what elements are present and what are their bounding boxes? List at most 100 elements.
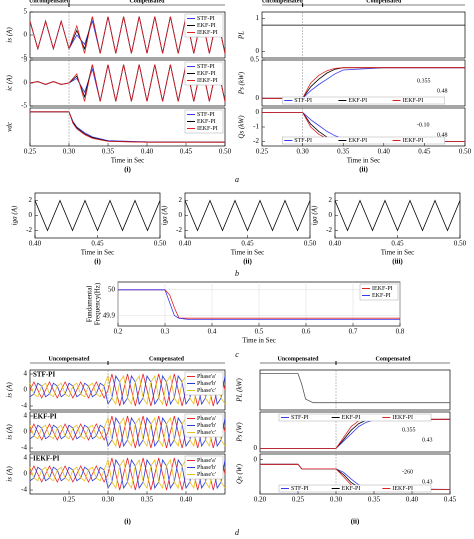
y-axis-label: ic (A) — [6, 74, 14, 90]
y-tick-label: -4 — [21, 402, 27, 410]
y-tick-label: 0 — [179, 211, 183, 219]
y-tick-label: 2 — [29, 196, 33, 204]
panel-label: (iii) — [392, 258, 403, 266]
x-axis-label: Time in Sec — [231, 249, 265, 257]
panel-label: (i) — [124, 166, 131, 174]
y-axis-label: PL (kW) — [236, 378, 244, 403]
series-line — [29, 16, 226, 54]
legend-label: IEKF-PI — [197, 126, 218, 132]
x-tick-label: 0.25 — [256, 148, 269, 156]
y-axis-label: Ps (kW) — [238, 71, 246, 95]
panel-label: (i) — [124, 518, 131, 526]
y-tick-label: 0 — [256, 108, 260, 116]
annotation: 0.48 — [437, 132, 448, 138]
x-tick-label: 0.40 — [378, 148, 391, 156]
plot-title: IEKF-PI — [33, 455, 60, 463]
x-tick-label: 0.50 — [454, 240, 467, 248]
legend-box — [282, 136, 445, 145]
y-tick-label: 5 — [24, 56, 28, 64]
legend-label: Phase'c' — [197, 388, 216, 394]
y-tick-label: 1 — [256, 14, 260, 22]
legend-label: IEKF-PI — [197, 30, 218, 36]
annotation: -260 — [402, 469, 413, 475]
legend-label: STF-PI — [197, 16, 215, 22]
legend-label: Phase'b' — [197, 465, 216, 471]
y-tick-label: 0 — [254, 444, 258, 452]
legend-box — [278, 484, 432, 493]
x-tick-label: 0.6 — [302, 328, 311, 336]
series-line — [29, 374, 226, 406]
x-tick-label: 0.50 — [459, 148, 472, 156]
y-tick-label: 0 — [329, 211, 333, 219]
x-tick-label: 0.50 — [304, 240, 317, 248]
legend-box — [184, 109, 224, 134]
x-tick-label: 0.45 — [418, 148, 431, 156]
legend-box — [184, 61, 224, 86]
legend-label: IEKF-PI — [372, 286, 393, 292]
y-tick-label: 0 — [29, 211, 33, 219]
x-axis-label: Time in Sec — [81, 249, 115, 257]
y-tick-label: 0 — [24, 31, 28, 39]
legend-label: IEKF-PI — [392, 415, 413, 421]
legend-label: STF-PI — [294, 138, 312, 144]
x-tick-label: 0.25 — [63, 496, 76, 504]
legend-label: EKF-PI — [197, 23, 216, 29]
y-axis-label: vdc — [6, 121, 14, 132]
phase-label: Uncompensated — [277, 356, 319, 362]
series-line — [30, 111, 225, 143]
x-tick-label: 0.30 — [102, 496, 115, 504]
series-line — [29, 458, 226, 490]
y-axis-label: Qs (W) — [236, 463, 244, 484]
legend-label: EKF-PI — [342, 415, 361, 421]
y-axis-label: is (A) — [6, 382, 14, 398]
y-tick-label: 0 — [256, 94, 260, 102]
plot-frame — [261, 59, 466, 107]
legend-label: EKF-PI — [348, 98, 367, 104]
legend-label: Phase'b' — [197, 381, 216, 387]
plot-frame — [259, 453, 451, 495]
x-tick-label: 0.40 — [141, 148, 154, 156]
panel-label: (ii) — [243, 258, 252, 266]
legend-box — [278, 413, 432, 422]
x-tick-label: 0.45 — [241, 240, 254, 248]
phase-label: Uncompensated — [48, 356, 90, 362]
legend-label: Phase'c' — [197, 430, 216, 436]
plot-frame — [261, 11, 466, 59]
plot-frame — [29, 107, 226, 147]
caption: b — [235, 269, 239, 278]
y-tick-label: -2 — [326, 226, 332, 234]
x-tick-label: 0.40 — [179, 240, 192, 248]
y-axis-label: Qs (kW) — [238, 115, 246, 139]
y-tick-label: 0 — [24, 386, 28, 394]
legend-box — [184, 413, 224, 438]
x-tick-label: 0.45 — [91, 240, 104, 248]
y-tick-label: 2 — [329, 196, 333, 204]
y-axis-label: Frequency(Hz) — [94, 282, 102, 325]
panel-label: (i) — [94, 258, 101, 266]
x-tick-label: 0.40 — [329, 240, 342, 248]
y-tick-label: -2 — [253, 137, 259, 145]
y-axis-label: is (A) — [6, 466, 14, 482]
x-tick-label: 0.35 — [102, 148, 115, 156]
legend-label: Phase'a' — [197, 416, 216, 422]
legend-label: EKF-PI — [342, 486, 361, 492]
annotation: 0.355 — [402, 427, 416, 433]
y-tick-label: -2 — [176, 226, 182, 234]
y-tick-label: 0 — [256, 47, 260, 55]
series-line — [118, 289, 400, 320]
phase-label: Uncompensated — [262, 0, 304, 4]
y-tick-label: 0 — [24, 428, 28, 436]
phase-label: Compensated — [149, 356, 185, 362]
phase-label: Compensated — [129, 0, 165, 4]
y-tick-label: -2 — [26, 226, 32, 234]
plot-title: EKF-PI — [33, 413, 57, 421]
legend-label: STF-PI — [294, 98, 312, 104]
legend-label: IEKF-PI — [392, 486, 413, 492]
x-tick-label: 0.5 — [255, 328, 264, 336]
y-axis-label: is (A) — [6, 27, 14, 43]
legend-label: Phase'a' — [197, 374, 216, 380]
plot-frame — [259, 411, 451, 453]
series-line — [262, 67, 465, 99]
legend-label: STF-PI — [197, 64, 215, 70]
legend-box — [184, 13, 224, 38]
